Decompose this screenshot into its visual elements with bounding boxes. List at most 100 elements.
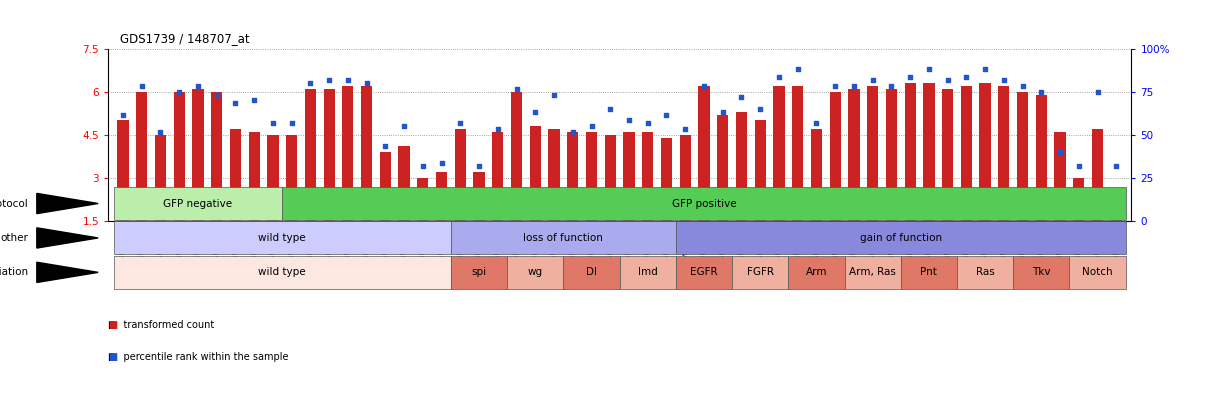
Bar [548,129,560,221]
Text: Notch: Notch [1082,267,1113,277]
Bar [136,92,147,221]
Bar [829,92,840,221]
Bar [452,222,676,254]
Text: spi: spi [471,267,487,277]
Text: Imd: Imd [638,267,658,277]
Point [919,66,939,72]
Point [207,91,227,98]
Text: other: other [0,233,28,243]
Bar [399,146,410,221]
Point [675,126,694,132]
Point [545,91,564,98]
Bar [267,134,279,221]
Bar [773,86,784,221]
Text: wild type: wild type [259,233,306,243]
Text: ■: ■ [108,320,118,330]
Text: gain of function: gain of function [860,233,942,243]
Bar [788,256,844,289]
Point [1050,149,1070,155]
Text: Dl: Dl [587,267,598,277]
Text: Tkv: Tkv [1032,267,1050,277]
Bar [563,256,620,289]
Bar [736,112,747,221]
Bar [324,89,335,221]
Bar [698,86,709,221]
Point [751,106,771,112]
Bar [642,132,653,221]
Text: genotype/variation: genotype/variation [0,267,28,277]
Text: Arm: Arm [806,267,827,277]
Text: wild type: wild type [259,267,306,277]
Point [582,123,601,129]
Bar [680,134,691,221]
Point [788,66,807,72]
Bar [304,89,317,221]
Polygon shape [37,228,98,248]
Text: loss of function: loss of function [524,233,604,243]
Point [863,77,882,83]
Point [394,123,413,129]
Text: protocol: protocol [0,198,28,209]
Point [301,80,320,86]
Bar [211,92,222,221]
Bar [510,92,523,221]
Bar [848,89,860,221]
Bar [867,86,879,221]
Bar [923,83,935,221]
Polygon shape [37,193,98,214]
Point [826,83,845,89]
Point [357,80,377,86]
Bar [979,83,990,221]
Point [151,128,171,135]
Bar [155,134,166,221]
Text: Arm, Ras: Arm, Ras [849,267,896,277]
Text: FGFR: FGFR [747,267,774,277]
Point [339,77,358,83]
Bar [342,86,353,221]
Bar [173,92,185,221]
Bar [114,222,452,254]
Bar [1017,92,1028,221]
Bar [1036,94,1047,221]
Bar [1092,129,1103,221]
Point [1069,163,1088,169]
Point [994,77,1014,83]
Point [169,88,189,95]
Bar [1110,189,1121,221]
Bar [507,256,563,289]
Bar [676,256,733,289]
Bar [661,138,672,221]
Bar [793,86,804,221]
Bar [114,187,282,220]
Text: Pnt: Pnt [920,267,937,277]
Bar [999,86,1010,221]
Point [844,83,864,89]
Bar [717,115,729,221]
Text: GFP negative: GFP negative [163,198,232,209]
Point [113,111,133,118]
Bar [733,256,788,289]
Bar [229,129,240,221]
Bar [530,126,541,221]
Point [1107,163,1126,169]
Bar [904,83,915,221]
Point [226,100,245,107]
Point [375,143,395,149]
Bar [361,86,372,221]
Point [1012,83,1032,89]
Point [1088,88,1108,95]
Text: ■  percentile rank within the sample: ■ percentile rank within the sample [108,352,288,362]
Point [413,163,433,169]
Text: ■: ■ [108,352,118,362]
Bar [452,256,507,289]
Point [188,83,207,89]
Bar [492,132,503,221]
Bar [901,256,957,289]
Point [488,126,508,132]
Point [881,83,901,89]
Point [957,74,977,81]
Point [600,106,620,112]
Bar [282,187,1125,220]
Bar [193,89,204,221]
Text: ■  transformed count: ■ transformed count [108,320,215,330]
